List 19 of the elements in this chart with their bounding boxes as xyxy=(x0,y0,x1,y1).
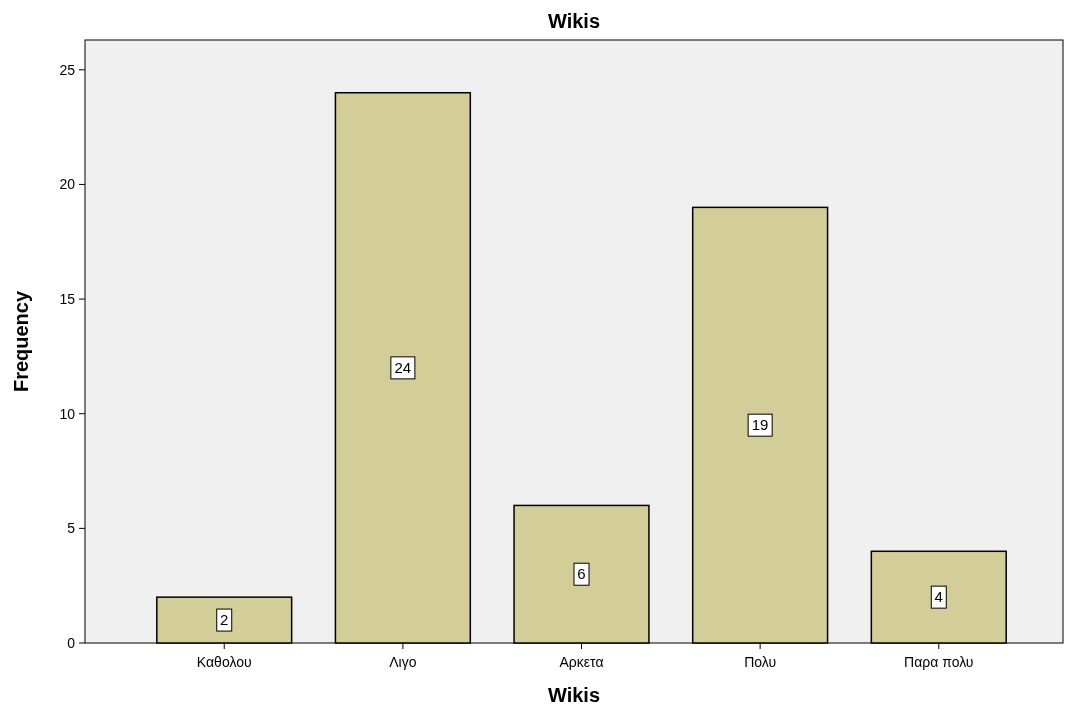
y-tick-label: 20 xyxy=(59,176,76,193)
x-tick-label: Αρκετα xyxy=(559,654,604,670)
x-tick-label: Λιγο xyxy=(389,654,417,670)
x-tick-label: Πολυ xyxy=(744,654,777,670)
y-tick-label: 0 xyxy=(67,635,76,651)
x-tick-label: Καθολου xyxy=(196,654,252,670)
data-label: 6 xyxy=(577,565,586,583)
y-tick-label: 10 xyxy=(59,405,76,422)
y-tick-label: 5 xyxy=(67,520,76,537)
chart-title: Wikis xyxy=(547,10,601,32)
y-tick-label: 25 xyxy=(59,61,76,78)
x-tick-label: Παρα πολυ xyxy=(904,654,974,670)
y-axis-title: Frequency xyxy=(10,290,32,393)
x-axis-title: Wikis xyxy=(547,684,601,706)
data-label: 4 xyxy=(934,588,943,606)
data-label: 24 xyxy=(394,358,412,376)
y-tick-label: 15 xyxy=(59,291,76,308)
data-label: 2 xyxy=(220,611,229,629)
data-label: 19 xyxy=(751,416,769,434)
